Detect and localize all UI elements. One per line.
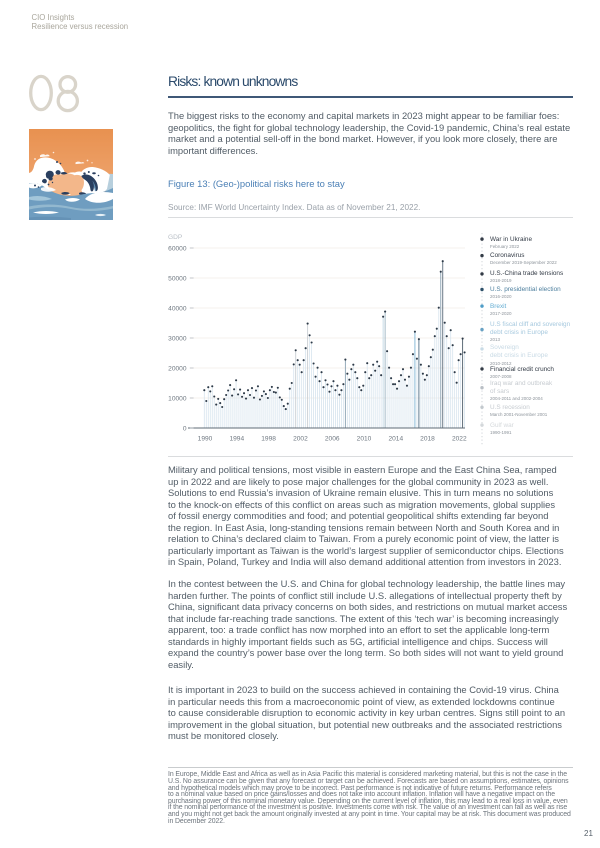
svg-text:0: 0 [183,425,187,432]
svg-text:2006: 2006 [325,436,340,443]
svg-text:50000: 50000 [168,275,187,282]
svg-text:30000: 30000 [168,335,187,342]
svg-text:2018: 2018 [420,436,435,443]
svg-text:20000: 20000 [168,365,187,372]
svg-text:1990: 1990 [198,436,213,443]
svg-text:40000: 40000 [168,305,187,312]
svg-text:2022: 2022 [452,436,467,443]
svg-text:1998: 1998 [261,436,276,443]
svg-text:1994: 1994 [229,436,244,443]
svg-text:10000: 10000 [168,395,187,402]
svg-text:GDP: GDP [168,234,183,241]
svg-text:2002: 2002 [293,436,308,443]
svg-text:60000: 60000 [168,245,187,252]
svg-text:2014: 2014 [388,436,403,443]
svg-text:2010: 2010 [357,436,372,443]
